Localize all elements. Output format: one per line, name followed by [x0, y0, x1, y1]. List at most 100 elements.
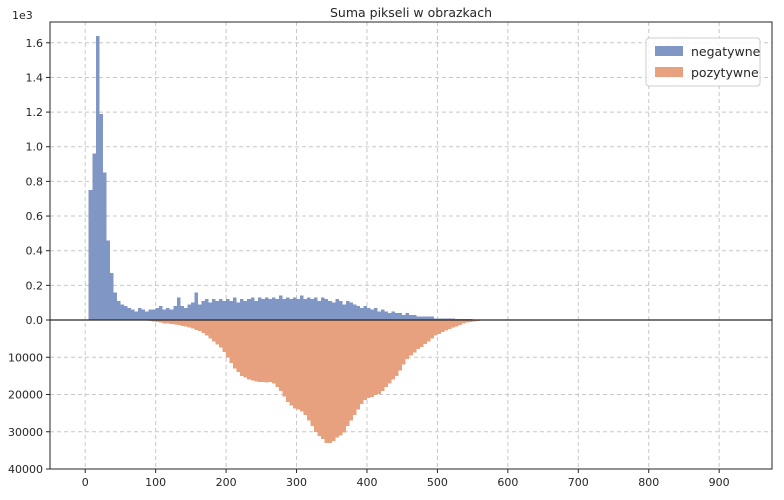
bar-negatywne-20	[159, 306, 163, 320]
bar-pozytywne-43	[293, 320, 297, 408]
bar-pozytywne-41	[286, 320, 290, 402]
bar-pozytywne-14	[191, 320, 195, 329]
bar-pozytywne-48	[311, 320, 315, 426]
bar-pozytywne-52	[325, 320, 329, 443]
bar-negatywne-88	[399, 313, 403, 320]
bar-pozytywne-62	[360, 320, 364, 404]
bar-negatywne-37	[219, 299, 223, 320]
bar-pozytywne-54	[332, 320, 336, 441]
bar-pozytywne-28	[240, 320, 244, 376]
bar-pozytywne-79	[420, 320, 424, 347]
bar-pozytywne-77	[413, 320, 417, 352]
chart-title: Suma pikseli w obrazkach	[330, 5, 492, 20]
bar-negatywne-34	[208, 303, 212, 320]
bar-pozytywne-12	[184, 320, 188, 327]
bar-pozytywne-69	[385, 320, 389, 387]
bar-pozytywne-59	[349, 320, 353, 421]
x-tick-label-8: 800	[638, 476, 659, 489]
x-tick-label-6: 600	[497, 476, 518, 489]
bar-negatywne-54	[279, 296, 283, 320]
bar-pozytywne-21	[216, 320, 220, 345]
bar-negatywne-65	[318, 301, 322, 320]
bar-negatywne-3	[99, 114, 103, 320]
bar-negatywne-48	[258, 297, 262, 320]
bar-pozytywne-82	[430, 320, 434, 339]
bar-negatywne-59	[297, 299, 301, 320]
plot-frame	[50, 22, 772, 469]
bar-negatywne-69	[332, 303, 336, 320]
bar-pozytywne-27	[237, 320, 241, 372]
bar-negatywne-45	[247, 299, 251, 320]
bar-pozytywne-15	[194, 320, 198, 330]
bar-negatywne-73	[346, 301, 350, 320]
bar-pozytywne-20	[212, 320, 216, 342]
legend: negatywne pozytywne	[646, 38, 761, 86]
y-bottom-tick-label-2: 30000	[8, 426, 43, 439]
x-tick-label-4: 400	[356, 476, 377, 489]
bar-pozytywne-89	[455, 320, 459, 326]
bar-pozytywne-46	[304, 320, 308, 415]
bar-negatywne-39	[226, 299, 230, 320]
bar-negatywne-43	[240, 299, 244, 320]
bar-pozytywne-23	[223, 320, 227, 352]
bar-negatywne-82	[378, 311, 382, 320]
bar-pozytywne-68	[381, 320, 385, 391]
bar-negatywne-83	[381, 310, 385, 320]
bar-negatywne-46	[251, 297, 255, 320]
bar-negatywne-25	[177, 297, 181, 320]
bar-negatywne-12	[131, 310, 135, 320]
bar-negatywne-21	[163, 310, 167, 320]
gridlines	[50, 22, 772, 469]
bar-negatywne-81	[374, 308, 378, 320]
bar-negatywne-76	[356, 306, 360, 320]
bar-pozytywne-34	[261, 320, 265, 382]
bar-pozytywne-88	[452, 320, 456, 327]
bar-pozytywne-49	[314, 320, 318, 432]
bar-negatywne-11	[127, 308, 131, 320]
bar-negatywne-61	[304, 299, 308, 320]
bar-pozytywne-71	[392, 320, 396, 380]
bar-negatywne-57	[289, 299, 293, 320]
bar-negatywne-31	[198, 304, 202, 320]
pozytywne-bars	[142, 320, 544, 443]
bar-pozytywne-86	[444, 320, 448, 330]
bar-negatywne-10	[124, 306, 128, 320]
bar-negatywne-19	[156, 308, 160, 320]
bar-pozytywne-85	[441, 320, 445, 332]
bar-negatywne-44	[244, 301, 248, 320]
bar-negatywne-7	[113, 292, 117, 320]
bar-negatywne-15	[142, 310, 146, 320]
bar-pozytywne-30	[247, 320, 251, 380]
y-top-tick-label-6: 1.2	[26, 106, 44, 119]
bar-negatywne-86	[392, 311, 396, 320]
bar-pozytywne-25	[230, 320, 234, 363]
y-top-tick-label-1: 0.2	[26, 279, 44, 292]
bar-negatywne-30	[194, 292, 198, 320]
bar-negatywne-17	[149, 310, 153, 320]
bar-pozytywne-55	[335, 320, 339, 437]
bar-pozytywne-40	[282, 320, 286, 396]
y-top-tick-label-0: 0.0	[26, 314, 44, 327]
bar-negatywne-62	[307, 297, 311, 320]
bar-negatywne-6	[110, 273, 114, 320]
x-tick-label-5: 500	[427, 476, 448, 489]
bar-negatywne-23	[170, 310, 174, 320]
bar-negatywne-8	[117, 301, 121, 320]
y-top-tick-label-7: 1.4	[26, 71, 44, 84]
bar-pozytywne-67	[378, 320, 382, 394]
bar-pozytywne-33	[258, 320, 262, 382]
legend-swatch-pozytywne	[655, 67, 683, 77]
bar-pozytywne-70	[388, 320, 392, 383]
bar-pozytywne-57	[342, 320, 346, 432]
bar-pozytywne-17	[201, 320, 205, 333]
bar-pozytywne-80	[423, 320, 427, 344]
bar-pozytywne-16	[198, 320, 202, 331]
bar-negatywne-90	[406, 313, 410, 320]
bar-pozytywne-9	[173, 320, 177, 325]
x-tick-label-2: 200	[216, 476, 237, 489]
y-axis-multiplier: 1e3	[12, 9, 33, 22]
bar-pozytywne-51	[321, 320, 325, 439]
